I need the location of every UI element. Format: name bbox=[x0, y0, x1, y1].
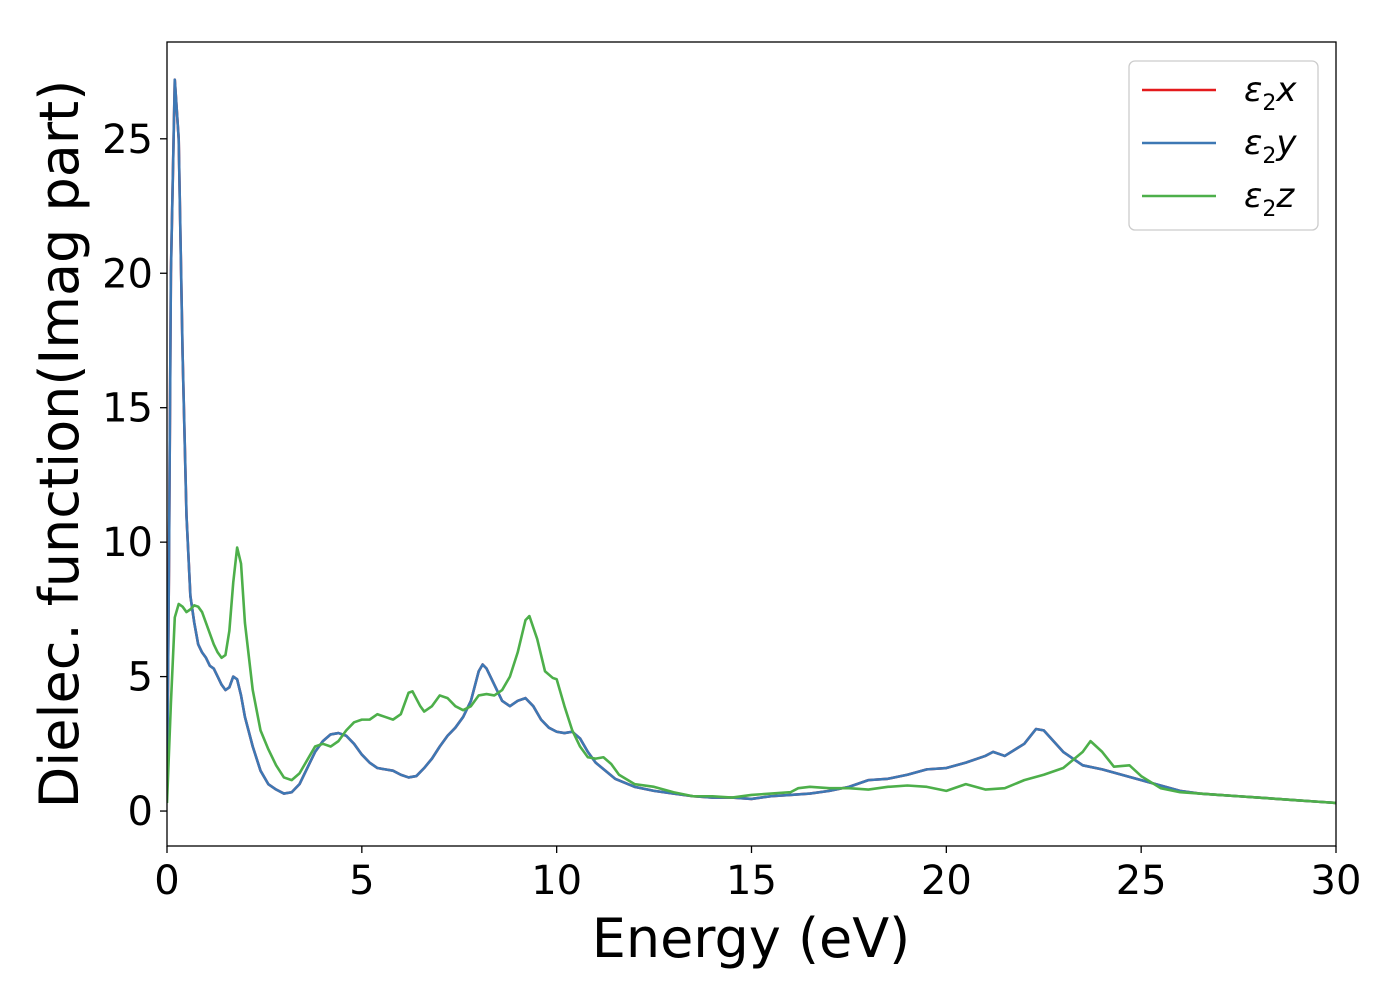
legend-label-x: ε2x bbox=[1244, 70, 1297, 116]
x-tick-label: 20 bbox=[921, 858, 972, 904]
y-ticks: 0 5 10 15 20 25 bbox=[102, 117, 167, 835]
x-tick-label: 5 bbox=[349, 858, 374, 904]
legend: ε2x ε2y ε2z bbox=[1128, 60, 1319, 231]
legend-label-y: ε2y bbox=[1244, 123, 1297, 169]
y-tick-label: 0 bbox=[128, 789, 153, 835]
series-line-z bbox=[167, 546, 1336, 805]
y-tick-label: 25 bbox=[102, 117, 153, 163]
x-tick-label: 25 bbox=[1116, 858, 1167, 904]
series-layer bbox=[167, 78, 1336, 805]
y-tick-label: 10 bbox=[102, 520, 153, 566]
x-axis-label: Energy (eV) bbox=[592, 907, 911, 970]
x-tick-label: 30 bbox=[1311, 858, 1362, 904]
x-tick-label: 0 bbox=[154, 858, 179, 904]
y-tick-label: 20 bbox=[102, 251, 153, 297]
y-tick-label: 5 bbox=[128, 655, 153, 701]
x-tick-label: 10 bbox=[531, 858, 582, 904]
x-tick-label: 15 bbox=[726, 858, 777, 904]
y-tick-label: 15 bbox=[102, 386, 153, 432]
legend-frame bbox=[1128, 60, 1319, 231]
x-ticks: 0 5 10 15 20 25 30 bbox=[154, 846, 1361, 904]
y-axis-label: Dielec. function(Imag part) bbox=[28, 80, 91, 809]
series-line-y bbox=[167, 78, 1336, 805]
legend-label-z: ε2z bbox=[1244, 176, 1295, 222]
